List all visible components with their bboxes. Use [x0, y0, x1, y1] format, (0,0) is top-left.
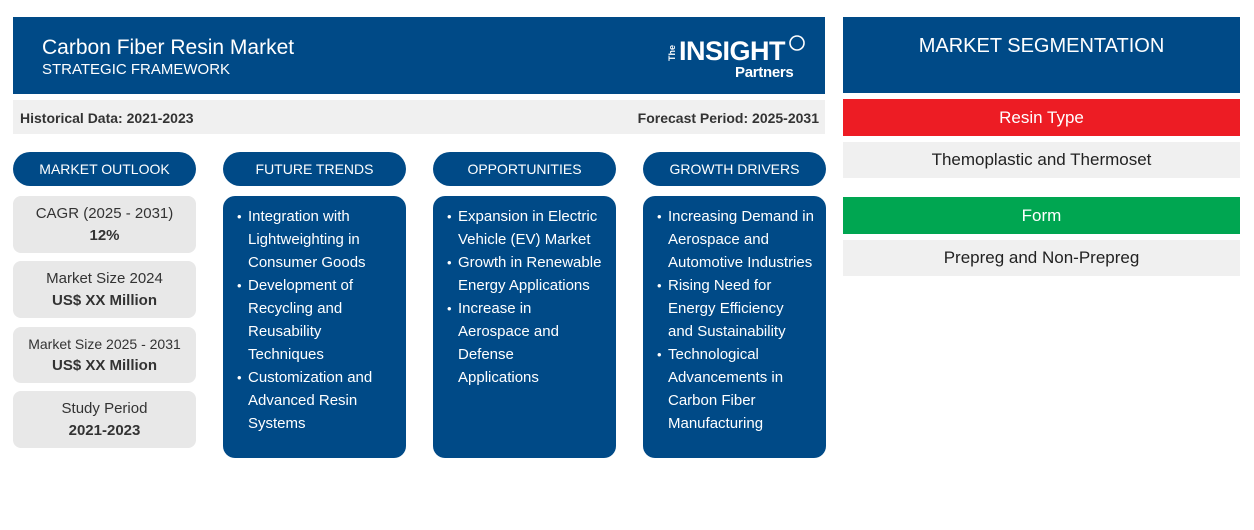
- segment-category-resin-type: Resin Type: [843, 99, 1240, 136]
- stat-label: CAGR (2025 - 2031): [35, 205, 174, 222]
- market-segmentation-header: MARKET SEGMENTATION: [843, 17, 1240, 93]
- stat-label: Study Period: [61, 400, 148, 417]
- stat-value: US$ XX Million: [51, 357, 157, 374]
- segment-value-resin-type: Themoplastic and Thermoset: [843, 142, 1240, 178]
- list-item: Customization and Advanced Resin Systems: [237, 366, 400, 435]
- growth-drivers-pill: GROWTH DRIVERS: [643, 152, 826, 186]
- stat-value: 2021-2023: [68, 422, 141, 439]
- list-item: Expansion in Electric Vehicle (EV) Marke…: [447, 205, 610, 251]
- stat-label: Market Size 2025 - 2031: [28, 336, 181, 352]
- future-trends-list: Integration with Lightweighting in Consu…: [237, 205, 400, 435]
- logo-partners: Partners: [735, 64, 794, 81]
- list-item: Growth in Renewable Energy Applications: [447, 251, 610, 297]
- future-trends-pill: FUTURE TRENDS: [223, 152, 406, 186]
- historical-data: Historical Data: 2021-2023: [20, 110, 194, 126]
- stat-value: 12%: [89, 227, 120, 244]
- logo-the: The: [667, 44, 677, 61]
- list-item: Increasing Demand in Aerospace and Autom…: [657, 205, 822, 274]
- logo-swirl-icon: [789, 35, 805, 51]
- logo-insight: INSIGHT: [679, 36, 786, 66]
- segment-value-form: Prepreg and Non-Prepreg: [843, 240, 1240, 276]
- stat-label: Market Size 2024: [46, 270, 163, 287]
- page-subtitle: STRATEGIC FRAMEWORK: [42, 61, 231, 78]
- segment-category-form: Form: [843, 197, 1240, 234]
- list-item: Technological Advancements in Carbon Fib…: [657, 343, 822, 435]
- opportunities-pill: OPPORTUNITIES: [433, 152, 616, 186]
- market-outlook-pill: MARKET OUTLOOK: [13, 152, 196, 186]
- header-banner: Carbon Fiber Resin Market STRATEGIC FRAM…: [13, 17, 825, 94]
- list-item: Increase in Aerospace and Defense Applic…: [447, 297, 610, 389]
- opportunities-box: Expansion in Electric Vehicle (EV) Marke…: [433, 196, 616, 458]
- list-item: Integration with Lightweighting in Consu…: [237, 205, 400, 274]
- list-item: Development of Recycling and Reusability…: [237, 274, 400, 366]
- stat-card-market-size-forecast: Market Size 2025 - 2031 US$ XX Million: [13, 327, 196, 383]
- stat-card-study-period: Study Period 2021-2023: [13, 391, 196, 448]
- stat-card-cagr: CAGR (2025 - 2031) 12%: [13, 196, 196, 253]
- period-info-bar: Historical Data: 2021-2023 Forecast Peri…: [13, 100, 825, 134]
- insight-partners-logo: The INSIGHT Partners: [665, 31, 805, 83]
- opportunities-list: Expansion in Electric Vehicle (EV) Marke…: [447, 205, 610, 389]
- forecast-period: Forecast Period: 2025-2031: [637, 110, 819, 126]
- growth-drivers-box: Increasing Demand in Aerospace and Autom…: [643, 196, 826, 458]
- future-trends-box: Integration with Lightweighting in Consu…: [223, 196, 406, 458]
- list-item: Rising Need for Energy Efficiency and Su…: [657, 274, 822, 343]
- stat-card-market-size-2024: Market Size 2024 US$ XX Million: [13, 261, 196, 318]
- page-title: Carbon Fiber Resin Market: [42, 36, 295, 59]
- growth-drivers-list: Increasing Demand in Aerospace and Autom…: [657, 205, 822, 435]
- stat-value: US$ XX Million: [51, 292, 157, 309]
